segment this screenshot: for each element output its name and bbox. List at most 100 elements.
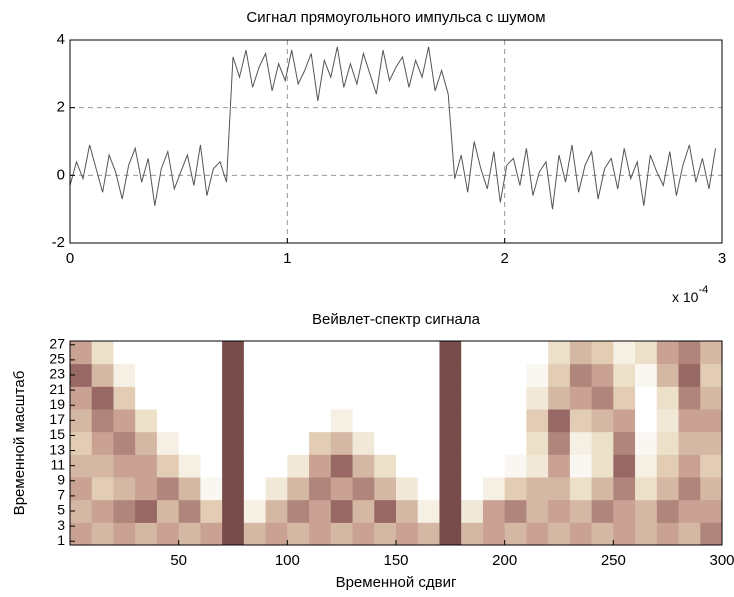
heat-cell: [70, 454, 93, 478]
heat-cell: [178, 522, 201, 546]
heat-cell: [504, 522, 527, 546]
heat-cell: [656, 386, 680, 410]
heat-cell: [113, 454, 136, 478]
heat-cell: [396, 363, 419, 387]
heat-cell: [222, 454, 245, 478]
heat-cell: [678, 522, 701, 546]
heat-cell: [569, 431, 593, 455]
heat-cell: [417, 477, 440, 501]
heat-cell: [504, 454, 527, 478]
heat-cell: [309, 341, 332, 365]
y-tick-label: 11: [50, 456, 65, 472]
heat-cell: [352, 409, 375, 433]
heat-cell: [591, 454, 614, 478]
heat-cell: [461, 386, 484, 410]
heat-cell: [352, 341, 375, 365]
heat-cell: [678, 409, 701, 433]
x-tick-label: 300: [709, 552, 734, 569]
heat-cell: [635, 386, 658, 410]
heat-cell: [70, 409, 93, 433]
heat-cell: [700, 454, 723, 478]
chart-title: Сигнал прямоугольного импульса с шумом: [246, 9, 545, 26]
heat-cell: [135, 341, 158, 365]
heat-cell: [548, 499, 571, 523]
heat-cell: [309, 454, 332, 478]
heat-cell: [678, 454, 701, 478]
heat-cell: [569, 409, 593, 433]
heat-cell: [113, 499, 136, 523]
heat-cell: [243, 477, 267, 501]
heat-cell: [374, 522, 397, 546]
heat-cell: [591, 409, 614, 433]
heat-cell: [613, 477, 636, 501]
heat-cell: [156, 341, 180, 365]
heat-cell: [222, 409, 245, 433]
heat-cell: [656, 341, 680, 365]
heat-cell: [656, 431, 680, 455]
heat-cell: [635, 363, 658, 387]
heat-cell: [200, 386, 223, 410]
heat-cell: [287, 431, 310, 455]
y-tick-label: 3: [57, 517, 65, 533]
heat-cell: [113, 522, 136, 546]
y-tick-label: 9: [57, 471, 65, 487]
heat-cell: [200, 477, 223, 501]
heat-cell: [135, 409, 158, 433]
heat-cell: [309, 477, 332, 501]
y-tick-label: 5: [57, 502, 65, 518]
heat-cell: [526, 499, 549, 523]
heat-cell: [352, 477, 375, 501]
heat-cell: [70, 499, 93, 523]
heat-cell: [482, 499, 506, 523]
y-tick-label: 19: [49, 396, 65, 412]
heat-cell: [504, 341, 527, 365]
heat-cell: [91, 477, 114, 501]
y-tick-label: 25: [49, 351, 65, 367]
heat-cell: [309, 409, 332, 433]
heat-cell: [265, 454, 288, 478]
heat-cell: [526, 477, 549, 501]
heat-cell: [374, 363, 397, 387]
heat-cell: [548, 409, 571, 433]
heat-cell: [482, 341, 506, 365]
heat-cell: [635, 409, 658, 433]
heat-cell: [461, 431, 484, 455]
heat-cell: [569, 454, 593, 478]
heat-cell: [113, 363, 136, 387]
heat-cell: [504, 431, 527, 455]
y-axis-label: Временной масштаб: [11, 371, 28, 516]
x-tick-label: 1: [283, 250, 291, 267]
heat-cell: [243, 363, 267, 387]
heat-cell: [613, 522, 636, 546]
x-tick-label: 3: [718, 250, 726, 267]
heat-cell: [504, 409, 527, 433]
heat-cell: [91, 386, 114, 410]
heat-cell: [635, 477, 658, 501]
heat-cell: [70, 341, 93, 365]
heat-cell: [330, 431, 354, 455]
heat-cell: [613, 409, 636, 433]
heat-cell: [243, 522, 267, 546]
heat-cell: [222, 363, 245, 387]
heat-cell: [656, 477, 680, 501]
x-offset-base: x 10: [672, 289, 699, 305]
heat-cell: [417, 341, 440, 365]
heat-cell: [439, 341, 462, 365]
heat-cell: [613, 499, 636, 523]
heat-cell: [265, 363, 288, 387]
heat-cell: [113, 386, 136, 410]
heat-cell: [113, 431, 136, 455]
heat-cell: [569, 477, 593, 501]
x-offset-label: x 10-4: [672, 284, 708, 305]
heat-cell: [243, 431, 267, 455]
heat-cell: [700, 341, 723, 365]
heat-cell: [504, 363, 527, 387]
heat-cell: [548, 431, 571, 455]
heat-cell: [569, 499, 593, 523]
heat-cell: [635, 454, 658, 478]
heat-cell: [678, 341, 701, 365]
heat-cell: [309, 431, 332, 455]
heat-cell: [222, 499, 245, 523]
heat-cell: [156, 522, 180, 546]
heat-cell: [417, 454, 440, 478]
